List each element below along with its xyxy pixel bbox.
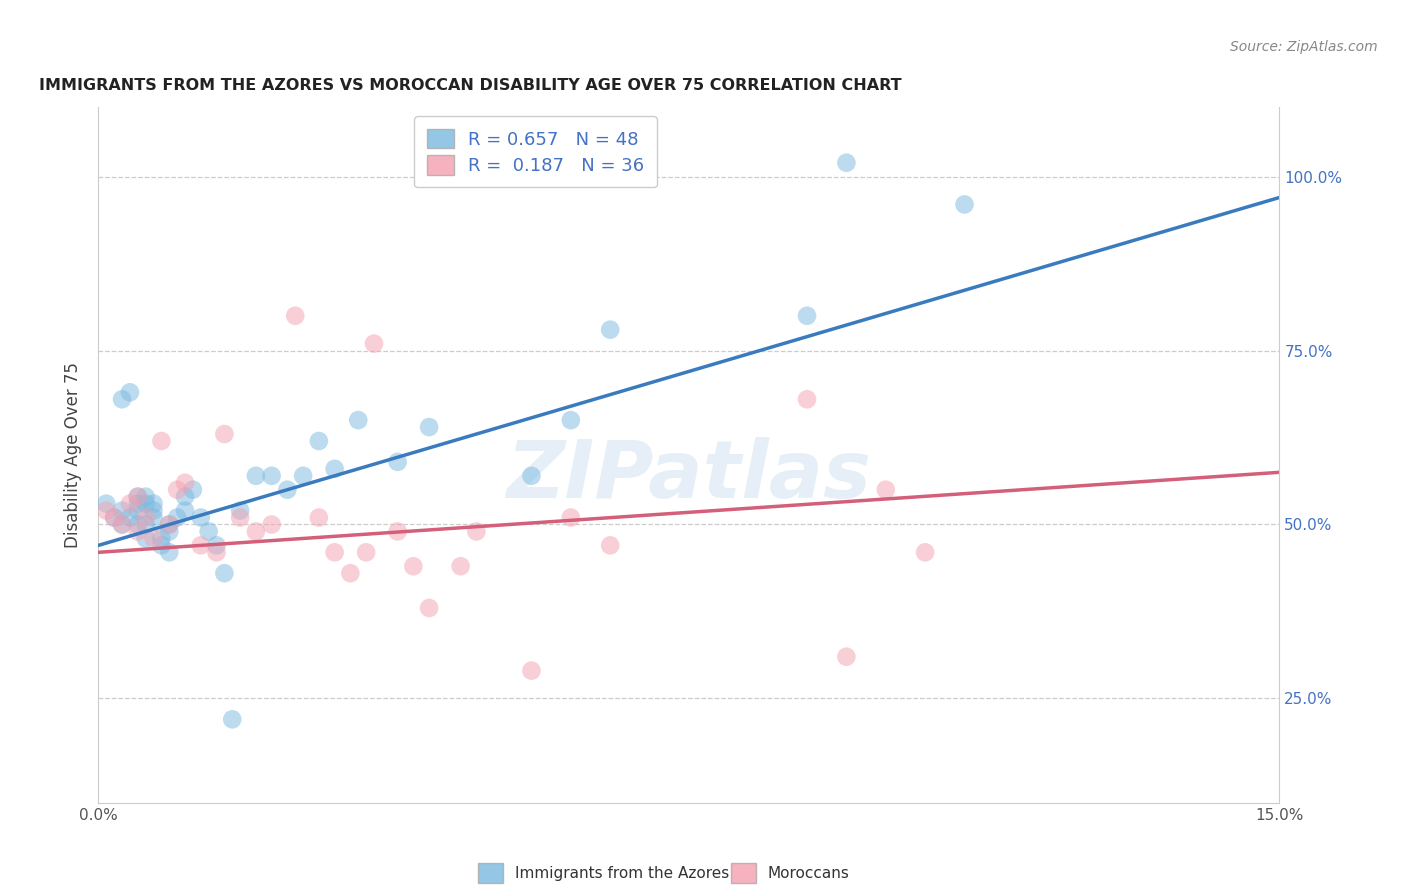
Point	[103, 510, 125, 524]
Point	[157, 524, 180, 539]
Point	[205, 545, 228, 559]
Point	[354, 545, 377, 559]
Point	[520, 664, 543, 678]
Point	[599, 538, 621, 552]
Point	[127, 490, 149, 504]
Point	[292, 468, 315, 483]
Point	[157, 517, 180, 532]
Point	[166, 510, 188, 524]
Point	[835, 155, 858, 169]
Point	[157, 517, 180, 532]
Point	[135, 510, 157, 524]
Point	[127, 524, 149, 539]
Y-axis label: Disability Age Over 75: Disability Age Over 75	[65, 362, 83, 548]
Point	[323, 462, 346, 476]
Point	[166, 483, 188, 497]
Point	[205, 538, 228, 552]
Point	[418, 420, 440, 434]
Text: Immigrants from the Azores: Immigrants from the Azores	[515, 866, 728, 880]
Point	[520, 468, 543, 483]
Point	[229, 510, 252, 524]
Point	[127, 490, 149, 504]
Point	[387, 524, 409, 539]
Point	[560, 510, 582, 524]
Point	[135, 532, 157, 546]
Point	[96, 503, 118, 517]
Point	[190, 510, 212, 524]
Point	[142, 503, 165, 517]
Legend: R = 0.657   N = 48, R =  0.187   N = 36: R = 0.657 N = 48, R = 0.187 N = 36	[413, 116, 657, 187]
Point	[214, 566, 236, 581]
Point	[339, 566, 361, 581]
Point	[150, 434, 173, 448]
Point	[150, 538, 173, 552]
Point	[150, 532, 173, 546]
Point	[142, 497, 165, 511]
Point	[174, 490, 197, 504]
Point	[135, 490, 157, 504]
Point	[363, 336, 385, 351]
Point	[245, 524, 267, 539]
Point	[197, 524, 219, 539]
Point	[221, 712, 243, 726]
Point	[560, 413, 582, 427]
Point	[229, 503, 252, 517]
Point	[835, 649, 858, 664]
Point	[914, 545, 936, 559]
Point	[260, 468, 283, 483]
Point	[135, 517, 157, 532]
Point	[127, 517, 149, 532]
Point	[157, 545, 180, 559]
Point	[127, 503, 149, 517]
Point	[308, 434, 330, 448]
Point	[875, 483, 897, 497]
Point	[111, 503, 134, 517]
Point	[599, 323, 621, 337]
Point	[103, 510, 125, 524]
Point	[308, 510, 330, 524]
Point	[111, 517, 134, 532]
Point	[111, 392, 134, 407]
Text: IMMIGRANTS FROM THE AZORES VS MOROCCAN DISABILITY AGE OVER 75 CORRELATION CHART: IMMIGRANTS FROM THE AZORES VS MOROCCAN D…	[39, 78, 903, 94]
Point	[465, 524, 488, 539]
Point	[174, 503, 197, 517]
Point	[323, 545, 346, 559]
Point	[276, 483, 298, 497]
Point	[118, 510, 141, 524]
Point	[214, 427, 236, 442]
Point	[111, 517, 134, 532]
Text: ZIPatlas: ZIPatlas	[506, 437, 872, 515]
Point	[418, 601, 440, 615]
Point	[127, 497, 149, 511]
Text: Source: ZipAtlas.com: Source: ZipAtlas.com	[1230, 40, 1378, 54]
Point	[387, 455, 409, 469]
Point	[118, 497, 141, 511]
Point	[796, 309, 818, 323]
Point	[142, 532, 165, 546]
Text: Moroccans: Moroccans	[768, 866, 849, 880]
Point	[190, 538, 212, 552]
Point	[96, 497, 118, 511]
Point	[174, 475, 197, 490]
Point	[347, 413, 370, 427]
Point	[953, 197, 976, 211]
Point	[135, 497, 157, 511]
Point	[245, 468, 267, 483]
Point	[142, 510, 165, 524]
Point	[284, 309, 307, 323]
Point	[450, 559, 472, 574]
Point	[796, 392, 818, 407]
Point	[181, 483, 204, 497]
Point	[118, 385, 141, 400]
Point	[402, 559, 425, 574]
Point	[260, 517, 283, 532]
